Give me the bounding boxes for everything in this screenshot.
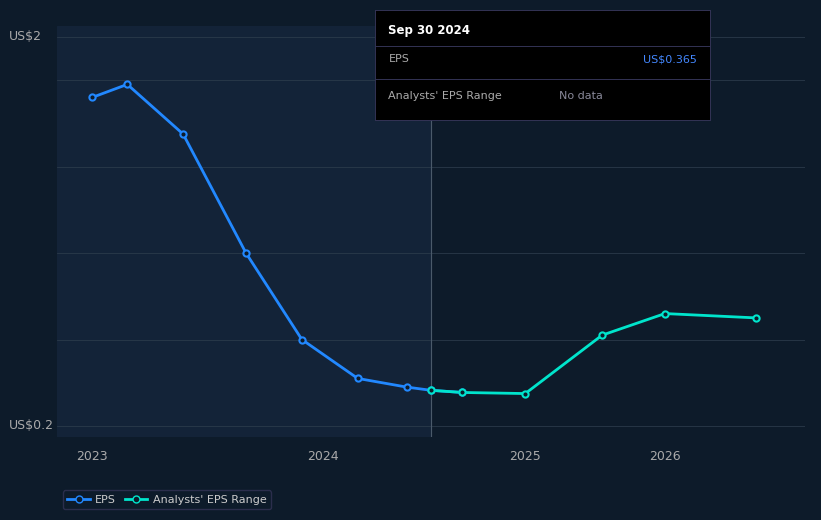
Point (424, 386, 438, 395)
Text: Actual: Actual (389, 43, 424, 53)
Point (240, 249, 253, 257)
Text: EPS: EPS (388, 55, 410, 64)
Point (519, 389, 532, 398)
Point (400, 383, 413, 391)
Point (351, 374, 365, 383)
Point (595, 331, 608, 340)
Point (456, 388, 469, 397)
Point (86, 93, 99, 101)
Text: Sep 30 2024: Sep 30 2024 (388, 24, 470, 37)
Bar (57, 26, 431, 437)
Text: 2023: 2023 (76, 450, 108, 463)
Text: No data: No data (559, 91, 603, 101)
Legend: EPS, Analysts' EPS Range: EPS, Analysts' EPS Range (63, 490, 271, 509)
Text: Analysts' EPS Range: Analysts' EPS Range (388, 91, 502, 101)
Point (177, 130, 190, 138)
Point (296, 335, 309, 344)
Text: 2024: 2024 (307, 450, 338, 463)
Point (456, 388, 469, 397)
Text: 2026: 2026 (649, 450, 681, 463)
Point (424, 386, 438, 395)
Text: US$0.2: US$0.2 (9, 420, 54, 433)
Point (121, 80, 134, 88)
Text: US$0.365: US$0.365 (643, 55, 696, 64)
Text: Analysts Forecasts: Analysts Forecasts (438, 43, 542, 53)
Point (749, 314, 762, 322)
Text: 2025: 2025 (509, 450, 541, 463)
Point (658, 309, 672, 318)
Text: US$2: US$2 (9, 30, 42, 43)
